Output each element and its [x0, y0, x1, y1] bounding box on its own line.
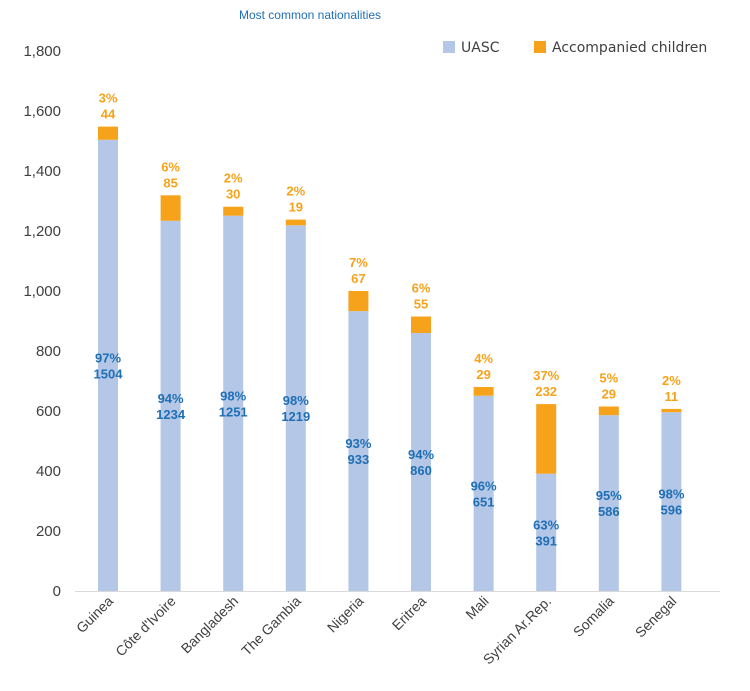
bar-uasc-senegal — [661, 412, 682, 591]
x-tick-label-the-gambia: The Gambia — [238, 593, 304, 659]
uasc-value-label: 586 — [598, 504, 620, 519]
x-tick-label-guinea: Guinea — [73, 593, 116, 636]
bar-accompanied-senegal — [661, 408, 682, 413]
accompanied-percent-label: 6% — [161, 159, 180, 174]
accompanied-value-label: 19 — [289, 200, 303, 215]
bar-uasc-eritrea — [411, 333, 431, 591]
bar-uasc-syrian-ar-rep — [536, 473, 557, 591]
bar-accompanied-c-te-d-ivoire — [160, 195, 181, 221]
x-tick-label-bangladesh: Bangladesh — [178, 593, 242, 657]
uasc-value-label: 1251 — [219, 404, 248, 419]
x-tick-label-eritrea: Eritrea — [389, 593, 430, 634]
accompanied-percent-label: 7% — [349, 255, 368, 270]
bar-accompanied-guinea — [98, 126, 118, 140]
legend-label-accompanied-children: Accompanied children — [552, 40, 707, 56]
bar-accompanied-nigeria — [348, 291, 369, 312]
bar-accompanied-bangladesh — [223, 206, 244, 216]
uasc-value-label: 1234 — [156, 407, 186, 422]
accompanied-percent-label: 3% — [99, 91, 118, 106]
x-tick-label-senegal: Senegal — [632, 593, 680, 641]
uasc-percent-label: 95% — [596, 488, 622, 503]
uasc-percent-label: 98% — [658, 487, 684, 502]
accompanied-value-label: 44 — [101, 107, 116, 122]
y-tick-label: 1,200 — [23, 223, 61, 240]
accompanied-percent-label: 2% — [286, 184, 305, 199]
bar-uasc-guinea — [98, 139, 118, 592]
accompanied-value-label: 30 — [226, 187, 240, 202]
accompanied-percent-label: 2% — [662, 373, 681, 388]
uasc-percent-label: 97% — [95, 350, 121, 365]
y-tick-label: 0 — [53, 583, 61, 600]
bar-uasc-bangladesh — [223, 215, 244, 591]
bar-accompanied-somalia — [598, 406, 619, 416]
uasc-value-label: 860 — [410, 463, 432, 478]
accompanied-value-label: 55 — [414, 297, 428, 312]
uasc-percent-label: 94% — [158, 391, 184, 406]
bar-uasc-nigeria — [348, 311, 369, 591]
x-tick-label-somalia: Somalia — [570, 593, 617, 640]
bar-uasc-somalia — [598, 415, 619, 591]
legend: UASC Accompanied children — [443, 40, 707, 56]
bar-uasc-mali — [473, 395, 494, 591]
bar-uasc-the-gambia — [285, 225, 306, 592]
accompanied-value-label: 232 — [535, 384, 557, 399]
accompanied-value-label: 29 — [602, 387, 616, 402]
x-tick-label-mali: Mali — [462, 593, 491, 622]
y-tick-label: 200 — [36, 523, 61, 540]
y-tick-label: 1,000 — [23, 283, 61, 300]
y-tick-label: 1,800 — [23, 43, 61, 60]
bar-uasc-c-te-d-ivoire — [160, 220, 181, 592]
bar-accompanied-the-gambia — [285, 219, 306, 226]
chart-subtitle: Most common nationalities — [239, 8, 381, 22]
y-tick-label: 400 — [36, 463, 61, 480]
uasc-percent-label: 93% — [345, 436, 371, 451]
legend-label-uasc: UASC — [461, 40, 500, 56]
y-tick-label: 600 — [36, 403, 61, 420]
y-axis: 0 200 400 600 800 1,000 1,200 1,400 1,600 1,800 — [23, 43, 720, 600]
accompanied-value-label: 11 — [665, 389, 679, 404]
uasc-value-label: 391 — [535, 533, 557, 548]
uasc-percent-label: 63% — [533, 517, 559, 532]
uasc-value-label: 596 — [661, 503, 683, 518]
uasc-percent-label: 94% — [408, 447, 434, 462]
accompanied-percent-label: 6% — [412, 281, 431, 296]
y-tick-label: 1,600 — [23, 103, 61, 120]
accompanied-value-label: 67 — [351, 271, 365, 286]
legend-swatch-accompanied-children — [534, 41, 546, 53]
uasc-value-label: 933 — [348, 452, 370, 467]
uasc-percent-label: 96% — [471, 478, 497, 493]
bar-accompanied-mali — [473, 387, 494, 396]
accompanied-percent-label: 2% — [224, 171, 243, 186]
y-tick-label: 800 — [36, 343, 61, 360]
uasc-value-label: 1219 — [281, 409, 310, 424]
uasc-value-label: 651 — [473, 494, 495, 509]
bar-accompanied-eritrea — [411, 316, 431, 333]
uasc-percent-label: 98% — [220, 388, 246, 403]
accompanied-percent-label: 4% — [474, 351, 493, 366]
bar-accompanied-syrian-ar-rep — [536, 404, 557, 474]
uasc-percent-label: 98% — [283, 393, 309, 408]
accompanied-value-label: 29 — [476, 367, 490, 382]
x-tick-label-c-te-d-ivoire: Côte d'Ivoire — [112, 593, 179, 660]
uasc-value-label: 1504 — [94, 366, 124, 381]
accompanied-percent-label: 37% — [533, 368, 559, 383]
accompanied-value-label: 85 — [163, 175, 177, 190]
legend-swatch-uasc — [443, 41, 455, 53]
bars: 97%15043%4494%12346%8598%12512%3098%1219… — [94, 91, 685, 592]
x-tick-label-nigeria: Nigeria — [324, 593, 367, 636]
y-tick-label: 1,400 — [23, 163, 61, 180]
accompanied-percent-label: 5% — [599, 371, 618, 386]
